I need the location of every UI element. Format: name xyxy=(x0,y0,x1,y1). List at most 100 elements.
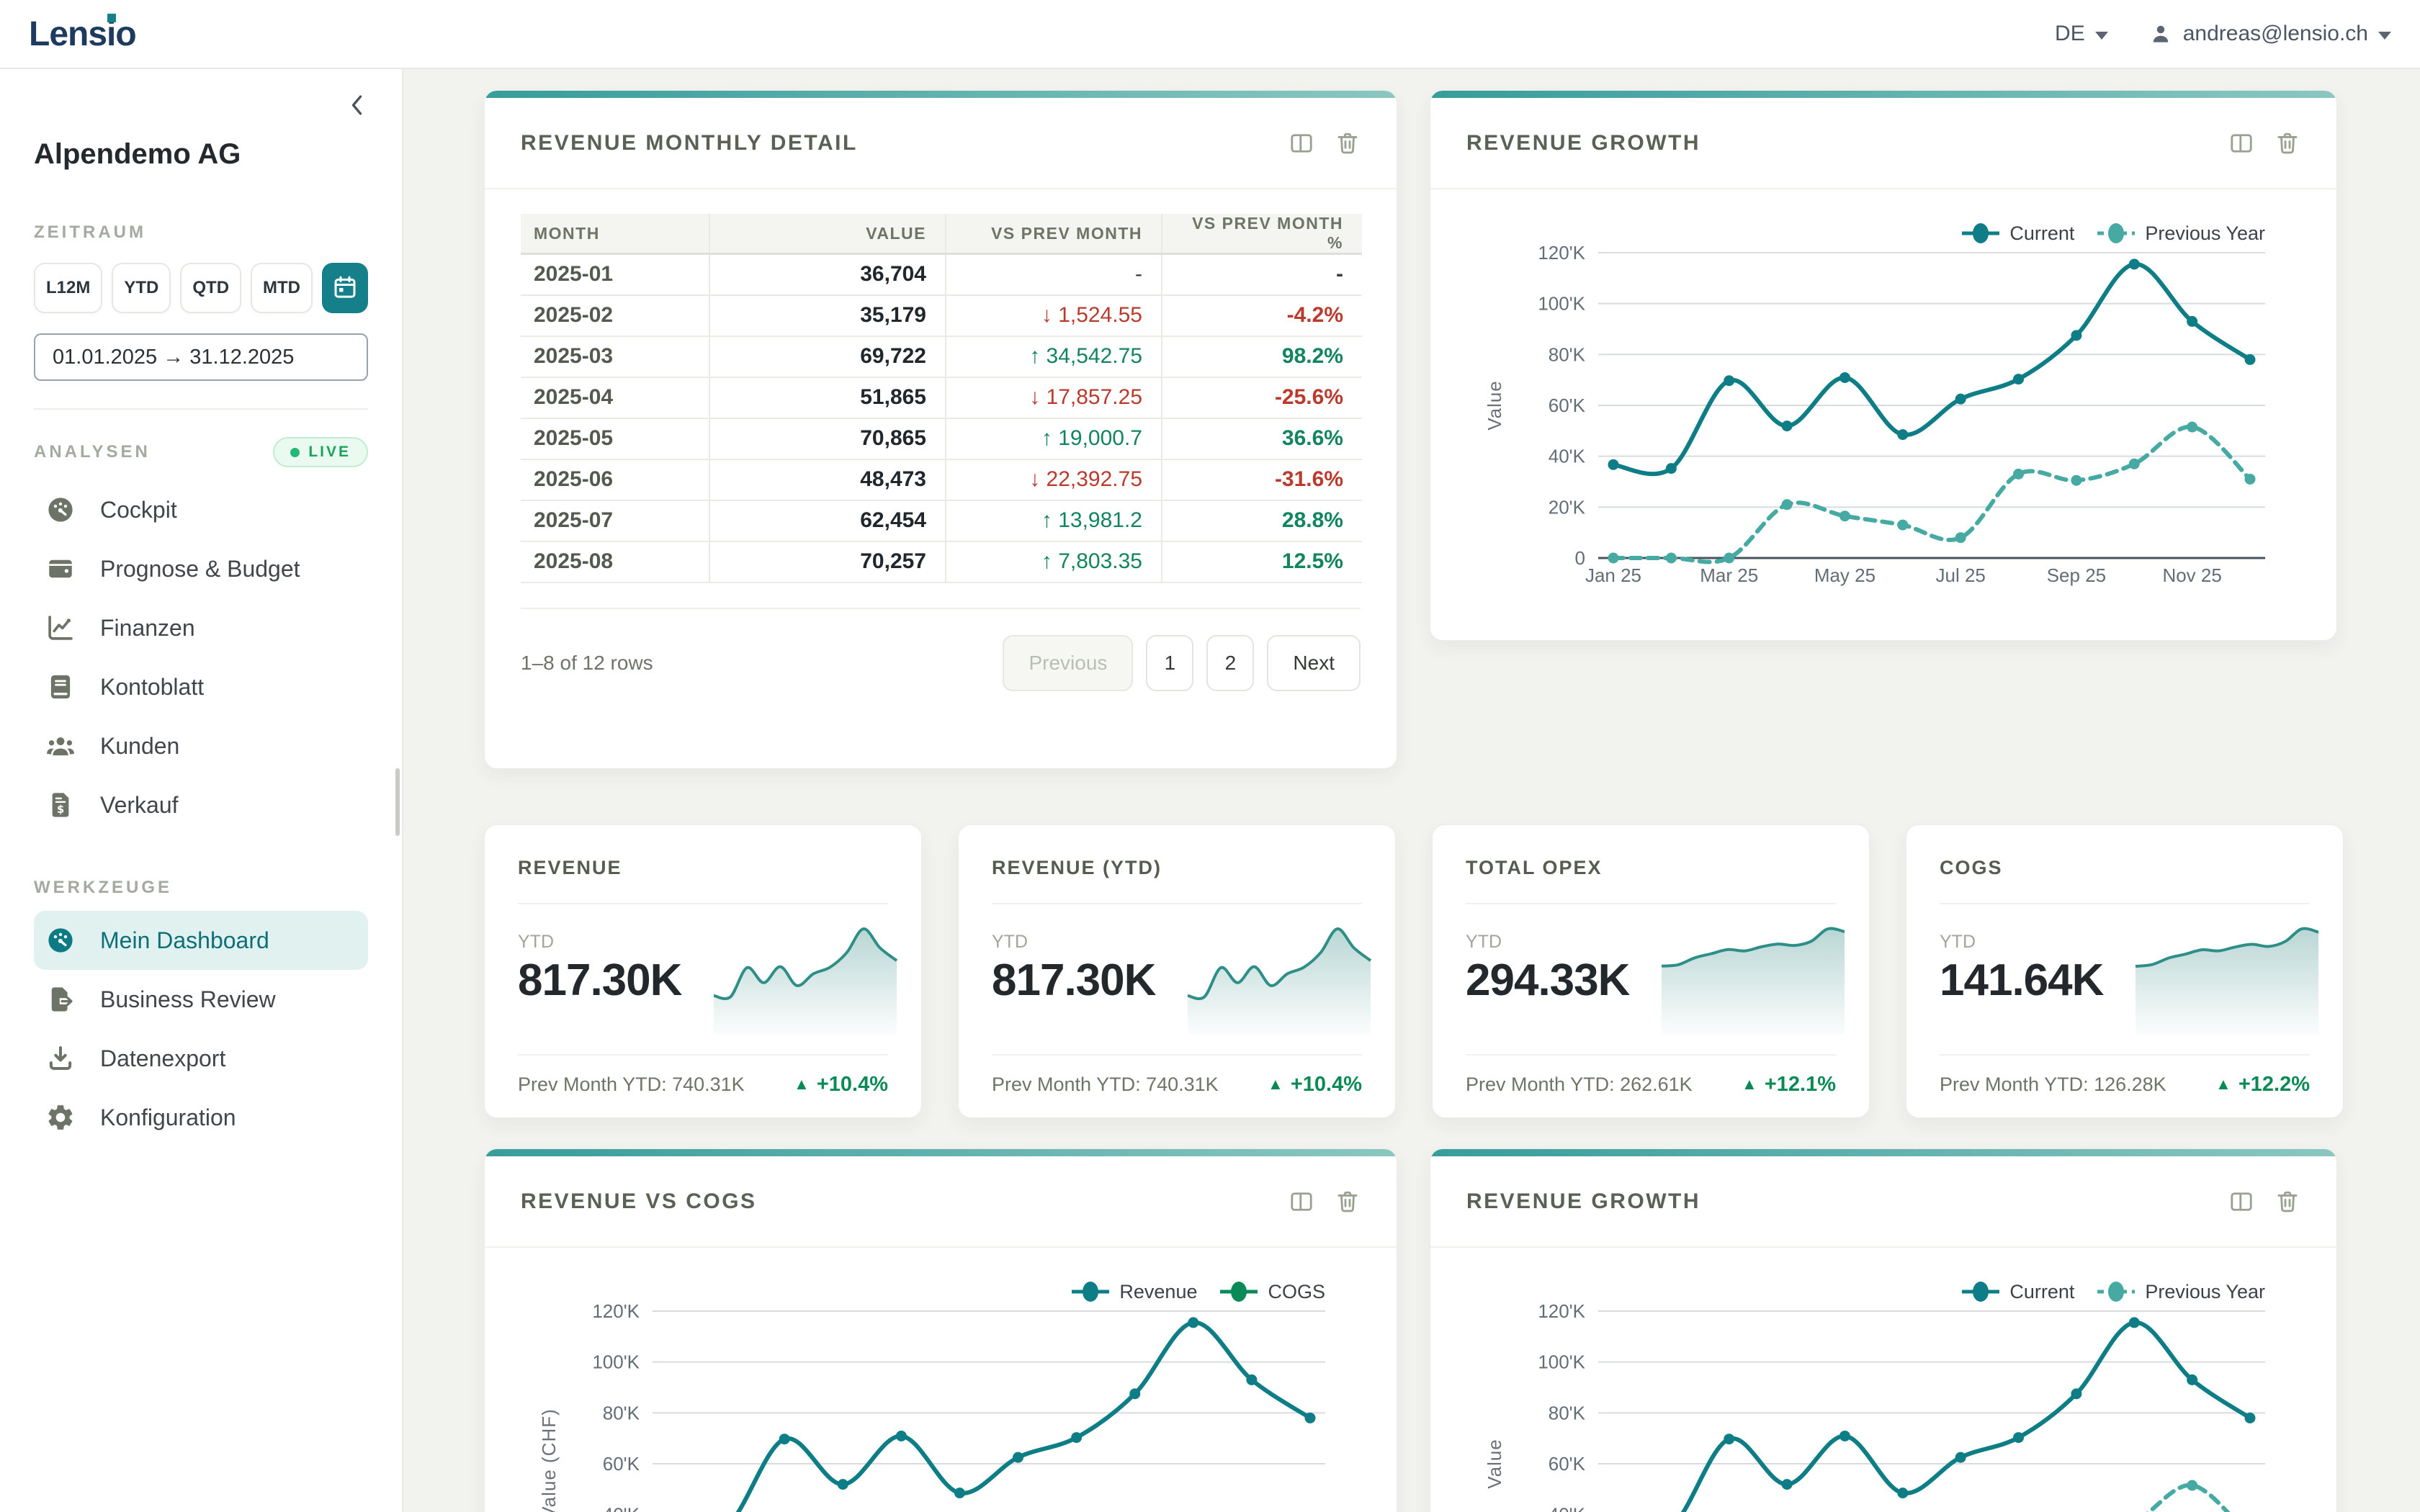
legend-item-previous-year: Previous Year xyxy=(2096,1279,2265,1304)
user-menu[interactable]: andreas@lensio.ch xyxy=(2148,22,2391,46)
triangle-up-icon: ▲ xyxy=(1742,1075,1757,1093)
cell-vs-prev-month: - xyxy=(945,253,1162,296)
trash-icon[interactable] xyxy=(1335,130,1361,156)
kpi-sparkline xyxy=(2133,917,2321,1034)
page-button-2[interactable]: 2 xyxy=(1206,635,1255,691)
table-row: 2025-08 70,257 ↑ 7,803.35 12.5% xyxy=(521,541,1362,583)
kpi-prev-month-label: Prev Month YTD: 740.31K xyxy=(992,1073,1219,1095)
kpi-prev-month-label: Prev Month YTD: 740.31K xyxy=(518,1073,745,1095)
columns-icon[interactable] xyxy=(1289,1189,1314,1215)
calendar-period-button[interactable] xyxy=(322,263,368,313)
brand-text: Lens xyxy=(29,14,107,53)
columns-icon[interactable] xyxy=(2228,130,2254,156)
legend-label: COGS xyxy=(1268,1280,1325,1302)
page-button-1[interactable]: 1 xyxy=(1146,635,1194,691)
kpi-title: COGS xyxy=(1940,857,2003,878)
sidebar-item-verkauf[interactable]: $ Verkauf xyxy=(34,775,368,834)
legend-label: Current xyxy=(2009,1280,2075,1302)
svg-text:100'K: 100'K xyxy=(1538,1351,1585,1373)
kpi-title: REVENUE xyxy=(518,857,622,878)
chart-legend: Current Previous Year xyxy=(1960,221,2265,246)
legend-item-current: Current xyxy=(1960,221,2074,246)
cell-vs-prev-month-pct: -25.6% xyxy=(1161,377,1362,419)
sidebar-collapse-button[interactable] xyxy=(341,89,373,121)
columns-icon[interactable] xyxy=(1289,130,1314,156)
user-icon xyxy=(2148,22,2173,46)
svg-text:60'K: 60'K xyxy=(1549,395,1586,416)
cell-value: 48,473 xyxy=(709,459,946,501)
divider xyxy=(1940,1054,2310,1056)
sidebar-item-mein-dashboard[interactable]: Mein Dashboard xyxy=(34,911,368,970)
kpi-delta-value: +10.4% xyxy=(1290,1072,1362,1096)
sidebar-scrollbar[interactable] xyxy=(395,768,400,836)
analysen-nav: Cockpit Prognose & Budget Finanzen Kontobla… xyxy=(34,480,368,834)
trash-icon[interactable] xyxy=(2275,130,2300,156)
sidebar-item-kunden[interactable]: Kunden xyxy=(34,716,368,775)
period-button-group: L12M YTD QTD MTD xyxy=(34,263,368,313)
cell-value: 70,865 xyxy=(709,418,946,460)
divider xyxy=(1466,903,1836,904)
legend-item-revenue: Revenue xyxy=(1070,1279,1197,1304)
triangle-up-icon: ▲ xyxy=(794,1075,810,1093)
book-icon xyxy=(45,672,76,702)
sidebar-item-finanzen[interactable]: Finanzen xyxy=(34,598,368,657)
chevron-left-icon xyxy=(351,95,362,115)
columns-icon[interactable] xyxy=(2228,1189,2254,1215)
kpi-delta-value: +12.1% xyxy=(1764,1072,1836,1096)
legend-item-previous-year: Previous Year xyxy=(2096,221,2265,246)
sidebar-item-business-review[interactable]: Business Review xyxy=(34,970,368,1029)
table-column-header: VALUE xyxy=(709,214,946,255)
sidebar-item-cockpit[interactable]: Cockpit xyxy=(34,480,368,539)
svg-text:Sep 25: Sep 25 xyxy=(2047,564,2106,586)
svg-text:40'K: 40'K xyxy=(1549,446,1586,467)
revenue-monthly-detail-card: REVENUE MONTHLY DETAIL MONTH VALUE VS PREV… xyxy=(484,90,1397,769)
next-page-button[interactable]: Next xyxy=(1267,635,1361,691)
user-email: andreas@lensio.ch xyxy=(2182,22,2368,45)
sidebar-item-label: Kunden xyxy=(100,732,180,759)
period-button-ytd[interactable]: YTD xyxy=(112,263,171,313)
table-column-header: VS PREV MONTH % xyxy=(1161,214,1362,255)
period-button-mtd[interactable]: MTD xyxy=(251,263,313,313)
cell-vs-prev-month-pct: 28.8% xyxy=(1161,500,1362,542)
chart-legend: Revenue COGS xyxy=(1070,1279,1325,1304)
svg-text:100'K: 100'K xyxy=(592,1351,640,1373)
kpi-delta-value: +12.2% xyxy=(2238,1072,2310,1096)
users-icon xyxy=(45,731,76,761)
main-content: REVENUE MONTHLY DETAIL MONTH VALUE VS PREV… xyxy=(403,69,2420,1512)
cell-vs-prev-month: ↑ 34,542.75 xyxy=(945,336,1162,378)
kpi-value: 294.33K xyxy=(1466,955,1630,1005)
sidebar-item-datenexport[interactable]: Datenexport xyxy=(34,1029,368,1088)
sidebar-item-label: Datenexport xyxy=(100,1045,226,1071)
svg-text:40'K: 40'K xyxy=(1549,1504,1586,1512)
kpi-value: 817.30K xyxy=(518,955,682,1005)
kpi-value: 141.64K xyxy=(1940,955,2104,1005)
kpi-sparkline xyxy=(1659,917,1847,1034)
sidebar-item-konfiguration[interactable]: Konfiguration xyxy=(34,1088,368,1147)
card-title: REVENUE GROWTH xyxy=(1466,1189,1701,1213)
trash-icon[interactable] xyxy=(2275,1189,2300,1215)
table-row: 2025-05 70,865 ↑ 19,000.7 36.6% xyxy=(521,418,1362,460)
svg-text:May 25: May 25 xyxy=(1814,564,1876,586)
monthly-detail-table: MONTH VALUE VS PREV MONTH VS PREV MONTH % 2… xyxy=(521,214,1362,583)
sidebar-item-label: Cockpit xyxy=(100,496,177,523)
svg-text:80'K: 80'K xyxy=(1549,343,1586,365)
revenue-vs-cogs-card: REVENUE VS COGS 120'K100'K80'K60'K40'K20… xyxy=(484,1148,1397,1512)
period-button-l12m[interactable]: L12M xyxy=(34,263,103,313)
language-selector[interactable]: DE xyxy=(2055,22,2108,46)
previous-page-button[interactable]: Previous xyxy=(1003,635,1134,691)
table-row: 2025-03 69,722 ↑ 34,542.75 98.2% xyxy=(521,336,1362,378)
trash-icon[interactable] xyxy=(1335,1189,1361,1215)
chart-legend: Current Previous Year xyxy=(1960,1279,2265,1304)
cell-vs-prev-month: ↓ 1,524.55 xyxy=(945,294,1162,337)
sidebar-item-label: Prognose & Budget xyxy=(100,555,300,582)
sidebar-item-prognose-budget[interactable]: Prognose & Budget xyxy=(34,539,368,598)
cell-vs-prev-month: ↓ 17,857.25 xyxy=(945,377,1162,419)
kpi-delta-value: +10.4% xyxy=(816,1072,888,1096)
date-range-input[interactable] xyxy=(34,333,368,381)
table-row: 2025-07 62,454 ↑ 13,981.2 28.8% xyxy=(521,500,1362,542)
cell-value: 35,179 xyxy=(709,294,946,337)
period-button-qtd[interactable]: QTD xyxy=(180,263,242,313)
kpi-period-label: YTD xyxy=(518,932,554,952)
card-title: REVENUE VS COGS xyxy=(521,1189,757,1213)
sidebar-item-kontoblatt[interactable]: Kontoblatt xyxy=(34,657,368,716)
